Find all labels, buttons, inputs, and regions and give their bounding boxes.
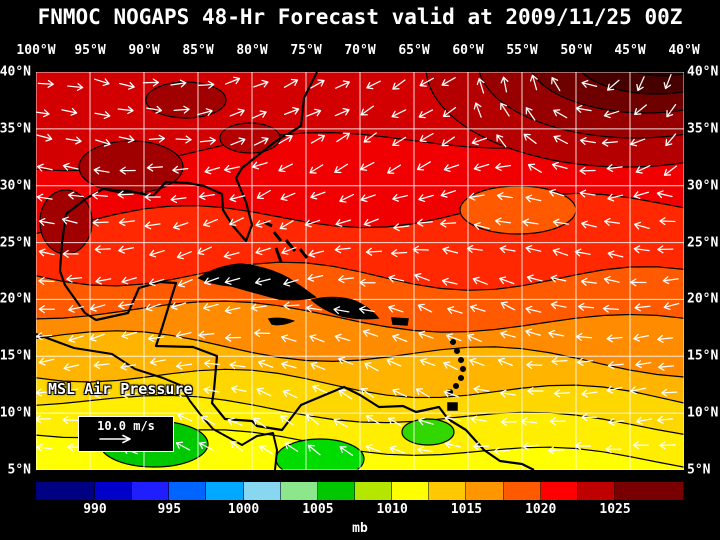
lon-tick-label: 90°W: [128, 43, 160, 58]
colorbar-tick-label: 990: [83, 502, 107, 517]
lat-tick-label: 25°N: [687, 235, 719, 251]
wind-legend-speed-label: 10.0 m/s: [97, 419, 155, 433]
lat-tick-label: 40°N: [0, 64, 31, 80]
pressure-map: MSL Air Pressure 10.0 m/s: [36, 72, 684, 470]
colorbar-segment: [466, 482, 504, 500]
colorbar-segment: [614, 482, 684, 500]
lat-tick-label: 10°N: [0, 405, 31, 421]
colorbar-segment: [503, 482, 541, 500]
lat-tick-label: 15°N: [0, 348, 31, 364]
colorbar-tick-labels: 990 995 1000 1005 1010 1015 1020 1025: [36, 502, 684, 518]
colorbar-tick-label: 1025: [599, 502, 631, 517]
lat-tick-label: 5°N: [7, 462, 31, 478]
colorbar-unit-label: mb: [352, 521, 368, 536]
lon-tick-label: 65°W: [398, 43, 430, 58]
lat-tick-label: 25°N: [0, 235, 31, 251]
wind-vector-arrows: [36, 73, 680, 456]
lon-tick-label: 50°W: [560, 43, 592, 58]
page-title: FNMOC NOGAPS 48-Hr Forecast valid at 200…: [37, 5, 683, 29]
colorbar-segment: [577, 482, 615, 500]
lat-tick-label: 40°N: [687, 64, 719, 80]
colorbar-segment: [132, 482, 170, 500]
colorbar-segment: [540, 482, 578, 500]
lon-tick-label: 45°W: [614, 43, 646, 58]
lat-tick-label: 15°N: [687, 348, 719, 364]
colorbar-segment: [206, 482, 244, 500]
map-layer-label: MSL Air Pressure: [48, 380, 193, 398]
wind-speed-legend: 10.0 m/s: [78, 416, 174, 452]
lat-tick-label: 30°N: [687, 178, 719, 194]
colorbar-segment: [169, 482, 207, 500]
colorbar-tick-label: 1010: [376, 502, 408, 517]
lon-tick-label: 60°W: [452, 43, 484, 58]
colorbar-segment: [429, 482, 467, 500]
colorbar-segment: [354, 482, 393, 500]
lon-tick-label: 40°W: [668, 43, 700, 58]
latitude-axis-right: 40°N 35°N 30°N 25°N 20°N 15°N 10°N 5°N: [686, 65, 720, 478]
colorbar-segment: [243, 482, 281, 500]
latitude-axis-left: 40°N 35°N 30°N 25°N 20°N 15°N 10°N 5°N: [0, 65, 34, 478]
colorbar-tick-label: 1000: [227, 502, 260, 517]
lat-tick-label: 35°N: [687, 121, 719, 137]
colorbar-tick-label: 1015: [450, 502, 483, 517]
lat-tick-label: 20°N: [0, 291, 31, 307]
colorbar-segment: [392, 482, 430, 500]
colorbar-segment: [94, 482, 133, 500]
lon-tick-label: 75°W: [290, 43, 322, 58]
lon-tick-label: 70°W: [344, 43, 376, 58]
lon-tick-label: 80°W: [236, 43, 268, 58]
lon-tick-label: 95°W: [74, 43, 106, 58]
colorbar-tick-label: 1020: [525, 502, 557, 517]
colorbar-tick-label: 1005: [302, 502, 334, 517]
pressure-field-plot: [36, 72, 684, 470]
colorbar-segment: [317, 482, 355, 500]
lon-tick-label: 100°W: [16, 43, 56, 58]
lat-tick-label: 5°N: [687, 462, 711, 478]
colorbar: [36, 482, 684, 500]
lat-tick-label: 20°N: [687, 291, 719, 307]
wind-legend-arrow-icon: [99, 434, 131, 444]
lat-tick-label: 10°N: [687, 405, 719, 421]
longitude-axis: 100°W 95°W 90°W 85°W 80°W 75°W 70°W 65°W…: [16, 43, 699, 59]
lon-tick-label: 55°W: [506, 43, 538, 58]
colorbar-segment: [280, 482, 318, 500]
lat-tick-label: 35°N: [0, 121, 31, 137]
lat-tick-label: 30°N: [0, 178, 31, 194]
lon-tick-label: 85°W: [182, 43, 214, 58]
colorbar-segment: [36, 482, 95, 500]
colorbar-tick-label: 995: [157, 502, 182, 517]
